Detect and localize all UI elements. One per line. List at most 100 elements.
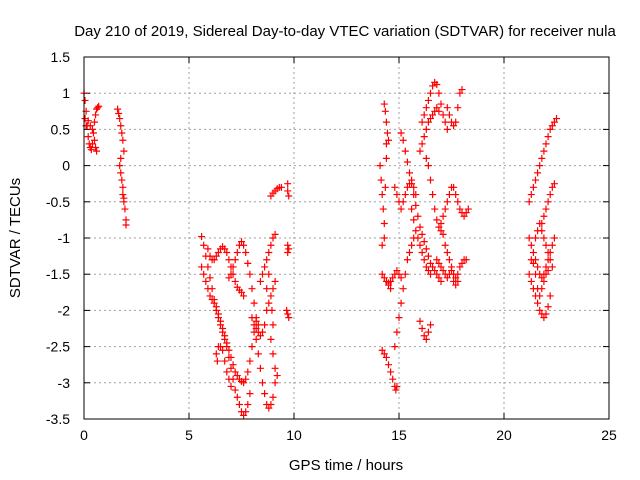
data-point [229, 263, 237, 271]
data-point [269, 321, 277, 329]
data-point [267, 292, 275, 300]
data-point [544, 303, 552, 311]
data-point [439, 212, 447, 220]
chart-title: Day 210 of 2019, Sidereal Day-to-day VTE… [74, 23, 616, 40]
data-point [538, 227, 546, 235]
data-point [246, 357, 254, 365]
data-point [420, 332, 428, 340]
data-point [376, 162, 384, 170]
data-point [284, 248, 292, 256]
data-point [433, 270, 441, 278]
data-point [393, 267, 401, 275]
data-point [452, 281, 460, 289]
data-point [393, 328, 401, 336]
data-point [219, 346, 227, 354]
data-point [244, 259, 252, 267]
data-point [240, 411, 248, 419]
data-point [277, 183, 285, 191]
data-point [418, 118, 426, 126]
data-point [204, 285, 212, 293]
x-tick-label: 25 [601, 427, 617, 443]
data-point [544, 198, 552, 206]
data-point [217, 317, 224, 325]
data-point [433, 216, 441, 224]
data-point [443, 104, 451, 112]
x-tick-label: 15 [391, 427, 407, 443]
data-point [271, 364, 279, 372]
data-point [437, 227, 445, 235]
data-point [439, 230, 447, 238]
data-point [527, 191, 535, 199]
data-point [536, 292, 544, 300]
data-point [265, 404, 273, 412]
data-point [118, 176, 126, 184]
data-point [212, 350, 220, 358]
data-point [94, 104, 102, 112]
data-point [532, 176, 539, 184]
data-point [458, 86, 466, 94]
data-point [92, 144, 100, 151]
data-point [452, 191, 460, 199]
data-point [406, 248, 413, 256]
data-point [252, 325, 260, 332]
data-point [408, 180, 416, 188]
data-point [122, 221, 130, 229]
data-point [214, 310, 222, 318]
data-point [542, 263, 550, 271]
data-point [210, 299, 218, 307]
data-point [399, 136, 407, 144]
data-point [380, 350, 388, 358]
data-point [534, 169, 542, 177]
data-point [267, 335, 275, 343]
data-point [389, 274, 397, 282]
data-point [88, 140, 96, 148]
data-point [387, 368, 395, 376]
data-point [198, 233, 206, 241]
data-point [422, 154, 430, 162]
y-tick-label: -1.5 [46, 266, 70, 282]
data-point [529, 248, 537, 256]
data-point [225, 256, 233, 264]
y-tick-label: 1.5 [51, 49, 71, 65]
data-point [420, 133, 428, 141]
data-point [544, 267, 552, 275]
data-point [267, 401, 275, 409]
data-point [548, 122, 556, 130]
data-point [424, 267, 432, 275]
data-point [284, 187, 292, 195]
data-point [120, 147, 128, 155]
y-tick-label: 1 [62, 85, 70, 101]
data-point [380, 100, 388, 108]
data-point [271, 277, 279, 285]
data-point [269, 350, 277, 358]
data-point [117, 154, 125, 162]
data-point [452, 274, 460, 282]
data-point [536, 220, 544, 228]
data-point [452, 118, 460, 126]
data-point [450, 183, 458, 191]
data-point [525, 270, 533, 278]
data-point [540, 314, 548, 322]
data-point [540, 212, 548, 220]
data-point [433, 81, 441, 89]
data-point [117, 169, 125, 177]
data-point [221, 357, 229, 365]
data-point [399, 285, 407, 293]
data-point [443, 198, 451, 206]
data-point [433, 104, 441, 112]
data-point [227, 270, 235, 278]
data-point [441, 205, 449, 213]
data-point [200, 241, 208, 249]
data-point [120, 198, 128, 206]
data-point [401, 191, 409, 199]
data-point [250, 321, 258, 329]
data-point [548, 241, 556, 249]
data-point [284, 310, 292, 318]
data-point [550, 118, 558, 126]
data-point [229, 361, 237, 369]
data-point [268, 306, 276, 314]
data-point [534, 299, 542, 307]
data-point [88, 125, 96, 133]
data-point [115, 109, 123, 117]
